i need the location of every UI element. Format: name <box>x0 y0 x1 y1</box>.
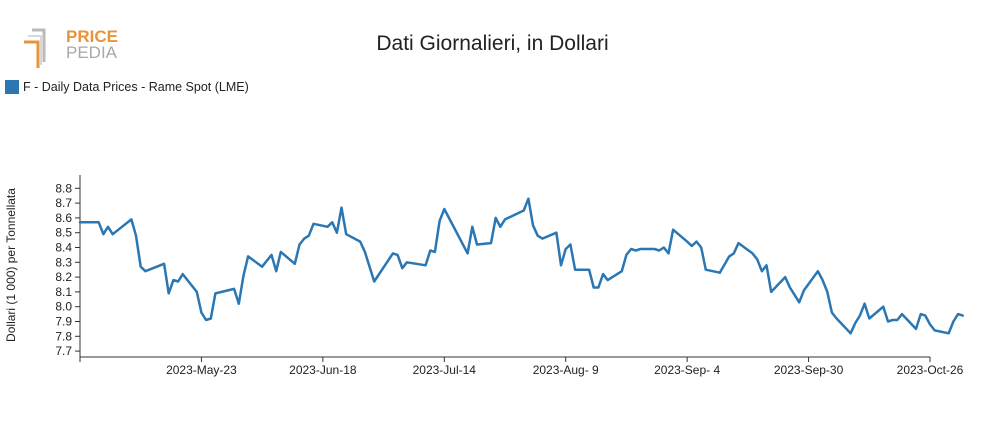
series-layer <box>78 197 964 335</box>
y-tick-label: 8.7 <box>55 196 72 210</box>
y-tick-label: 8.3 <box>55 255 72 269</box>
y-tick-label: 8.2 <box>55 270 72 284</box>
y-tick-label: 8.8 <box>55 181 72 195</box>
y-axis-label: Dollari (1 000) per Tonnellata <box>4 188 18 342</box>
y-tick-label: 8.1 <box>55 285 72 299</box>
x-tick-label: 2023-Jun-18 <box>289 363 357 377</box>
pricepedia-logo: PRICE PEDIA <box>24 27 118 68</box>
x-tick-label: 2023-Aug- 9 <box>533 363 599 377</box>
x-tick-label: 2023-Sep- 4 <box>654 363 720 377</box>
logo-mark-icon <box>24 28 46 68</box>
x-axis: 2023-May-23 2023-Jun-18 2023-Jul-14 2023-Au… <box>79 356 964 377</box>
legend: F - Daily Data Prices - Rame Spot (LME) <box>5 80 249 94</box>
y-axis: 7.77.87.98.08.18.28.38.48.58.68.78.8 <box>55 175 81 358</box>
y-tick-label: 7.8 <box>55 329 72 343</box>
legend-swatch <box>5 80 19 94</box>
x-tick-label: 2023-Oct-26 <box>897 363 964 377</box>
y-tick-label: 8.0 <box>55 300 72 314</box>
y-tick-label: 8.5 <box>55 226 72 240</box>
logo-text-pedia: PEDIA <box>66 43 118 62</box>
y-tick-label: 7.9 <box>55 314 72 328</box>
y-tick-label: 8.6 <box>55 211 72 225</box>
y-tick-label: 7.7 <box>55 344 72 358</box>
logo-text-price: PRICE <box>66 27 118 46</box>
y-tick-label: 8.4 <box>55 241 72 255</box>
chart-title: Dati Giornalieri, in Dollari <box>376 32 609 55</box>
legend-label: F - Daily Data Prices - Rame Spot (LME) <box>23 80 249 94</box>
x-tick-label: 2023-May-23 <box>166 363 237 377</box>
x-tick-label: 2023-Jul-14 <box>413 363 477 377</box>
series-line <box>78 197 964 335</box>
x-tick-label: 2023-Sep-30 <box>774 363 844 377</box>
